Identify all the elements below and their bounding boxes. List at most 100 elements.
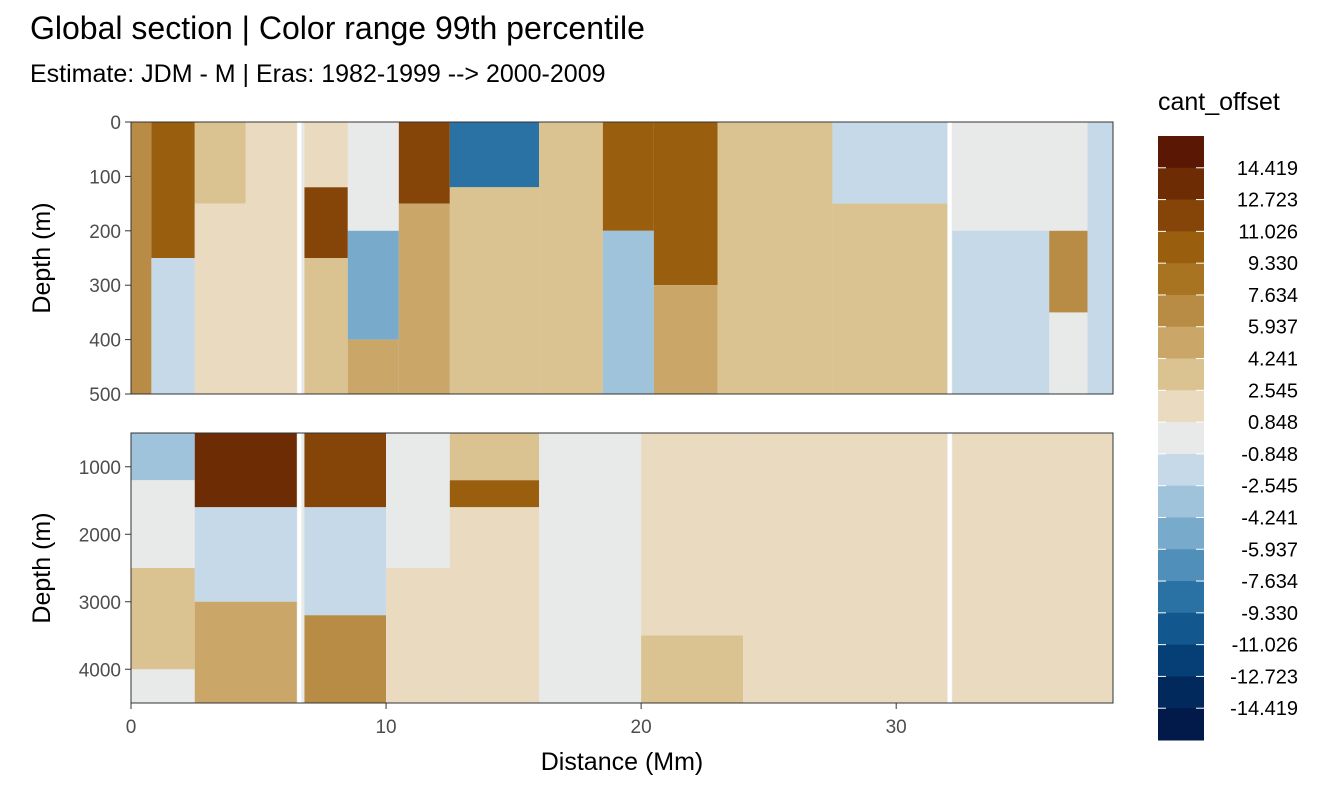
legend-color-swatch — [1158, 612, 1204, 646]
y-axis-title: Depth (m) — [28, 512, 56, 623]
legend-label: -11.026 — [1232, 635, 1298, 657]
heatmap-cell — [304, 122, 348, 188]
legend-label: -5.937 — [1241, 539, 1298, 561]
y-tick-label: 200 — [89, 222, 121, 243]
heatmap-cell — [131, 480, 195, 568]
y-tick-label: 500 — [89, 385, 121, 406]
legend-label: 12.723 — [1237, 190, 1298, 212]
heatmap-cell — [194, 507, 297, 602]
x-axis: 0 10 20 30 — [126, 703, 907, 738]
section-gap — [297, 122, 302, 394]
heatmap-cell — [449, 433, 540, 481]
legend-label: 14.419 — [1237, 158, 1298, 180]
heatmap-cell — [832, 122, 948, 204]
section-gap — [297, 433, 302, 703]
panel-2: 1000 2000 3000 4000 Depth (m) — [28, 432, 1114, 704]
heatmap-cell — [653, 122, 718, 286]
heatmap-cell — [539, 433, 642, 703]
legend-color-swatch — [1158, 422, 1204, 455]
heatmap-cell — [449, 480, 540, 508]
heatmap-cell — [952, 230, 1050, 394]
legend-label: 9.330 — [1248, 253, 1298, 275]
legend-color-swatch — [1158, 294, 1204, 328]
legend-title: cant_offset — [1158, 88, 1280, 116]
x-axis-title: Distance (Mm) — [541, 748, 704, 776]
y-tick-label: 300 — [89, 276, 121, 297]
y-tick-label: 4000 — [79, 660, 121, 681]
legend-color-swatch — [1158, 390, 1204, 423]
legend-color-swatch — [1158, 517, 1204, 550]
legend-color-swatch — [1158, 549, 1204, 582]
legend-label: -7.634 — [1241, 571, 1298, 593]
legend: 14.419 12.723 11.026 9.330 7.634 5.937 4.241 2.… — [1158, 136, 1298, 741]
y-axis-title: Depth (m) — [28, 202, 56, 313]
legend-label: -12.723 — [1230, 666, 1298, 688]
legend-color-swatch — [1158, 199, 1204, 232]
heatmap-cell — [131, 568, 195, 670]
legend-color-swatch — [1158, 358, 1204, 391]
panel-border — [130, 432, 1114, 704]
legend-label: 11.026 — [1238, 221, 1298, 243]
legend-label: -2.545 — [1241, 476, 1298, 498]
y-tick-label: 2000 — [79, 525, 121, 546]
legend-label: 7.634 — [1248, 285, 1298, 307]
legend-color-swatch — [1158, 485, 1204, 518]
heatmap-cell — [347, 339, 399, 394]
heatmap-cell — [449, 122, 540, 188]
heatmap-cell — [151, 258, 195, 394]
legend-label: 5.937 — [1248, 317, 1298, 339]
legend-color-swatch — [1158, 644, 1204, 677]
heatmap-cell — [1087, 122, 1113, 394]
legend-color-swatch — [1158, 676, 1204, 709]
heatmap-cell — [641, 635, 744, 703]
heatmap-cell — [131, 433, 195, 481]
heatmap-cell — [304, 433, 387, 508]
y-tick-label: 1000 — [79, 458, 121, 479]
legend-label: 0.848 — [1248, 412, 1298, 434]
heatmap-cell — [245, 122, 297, 394]
heatmap-cell — [398, 122, 450, 204]
heatmap-cell — [304, 258, 348, 394]
legend-color-swatch — [1158, 708, 1204, 741]
heatmap-cell — [539, 122, 603, 394]
x-tick-label: 20 — [631, 717, 652, 738]
heatmap-cell — [194, 122, 246, 204]
heatmap-cell — [347, 122, 399, 231]
legend-label: -14.419 — [1230, 698, 1298, 720]
y-tick-label: 0 — [110, 113, 121, 134]
heatmap-cell — [386, 433, 450, 568]
heatmap-cell — [194, 601, 297, 703]
legend-color-swatch — [1158, 167, 1204, 201]
heatmap-cell — [952, 433, 1113, 703]
heatmap-cell — [386, 568, 450, 703]
heatmap-cell — [131, 122, 152, 394]
heatmap-cell — [304, 187, 348, 258]
heatmap-cell — [194, 203, 246, 394]
legend-color-swatch — [1158, 136, 1204, 169]
chart-title: Global section | Color range 99th percen… — [30, 10, 645, 46]
section-gap — [947, 433, 952, 703]
legend-label: -4.241 — [1241, 507, 1298, 529]
section-gap — [947, 122, 952, 394]
heatmap-cell — [151, 122, 195, 258]
heatmap-cell — [952, 122, 1050, 231]
panel-1: 0 100 200 300 400 500 Depth (m) — [28, 113, 1114, 406]
heatmap-cell — [653, 285, 718, 394]
legend-color-swatch — [1158, 326, 1204, 360]
legend-color-swatch — [1158, 581, 1204, 614]
heatmap-cell — [194, 433, 297, 508]
legend-label: 2.545 — [1248, 380, 1298, 402]
legend-color-swatch — [1158, 231, 1204, 264]
heatmap-cell — [398, 203, 450, 394]
panel-border — [130, 121, 1114, 395]
heatmap-cell — [449, 507, 540, 703]
chart-subtitle: Estimate: JDM - M | Eras: 1982-1999 --> … — [30, 60, 606, 88]
heatmap-cell — [602, 230, 654, 394]
heatmap-cell — [602, 122, 654, 231]
heatmap-cell — [449, 187, 540, 394]
legend-label: 4.241 — [1248, 349, 1298, 371]
y-tick-label: 100 — [89, 167, 121, 188]
legend-color-swatch — [1158, 453, 1204, 487]
y-tick-label: 400 — [89, 331, 121, 352]
